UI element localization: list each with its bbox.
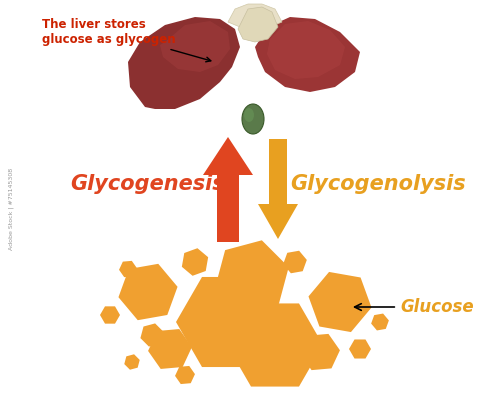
Polygon shape: [308, 272, 372, 332]
Polygon shape: [371, 314, 389, 330]
Polygon shape: [283, 251, 307, 273]
Polygon shape: [119, 261, 137, 277]
Polygon shape: [227, 304, 323, 387]
Text: Glucose: Glucose: [354, 298, 474, 316]
Text: Glycogenesis: Glycogenesis: [70, 174, 226, 194]
Polygon shape: [118, 264, 178, 320]
Polygon shape: [238, 7, 278, 42]
Polygon shape: [182, 248, 208, 276]
Polygon shape: [124, 354, 140, 370]
Ellipse shape: [242, 104, 264, 134]
Polygon shape: [140, 324, 164, 347]
Polygon shape: [148, 329, 192, 369]
Polygon shape: [128, 17, 240, 109]
Polygon shape: [267, 21, 345, 79]
Text: The liver stores
glucose as glycogen: The liver stores glucose as glycogen: [42, 18, 211, 62]
Polygon shape: [216, 240, 288, 314]
Text: Adobe Stock | #75145308: Adobe Stock | #75145308: [8, 168, 14, 250]
FancyArrow shape: [258, 139, 298, 239]
Polygon shape: [349, 339, 371, 359]
Polygon shape: [176, 277, 280, 367]
Polygon shape: [228, 4, 282, 29]
Text: Glycogenolysis: Glycogenolysis: [290, 174, 466, 194]
Polygon shape: [255, 17, 360, 92]
Polygon shape: [100, 306, 120, 324]
Ellipse shape: [244, 108, 254, 122]
Polygon shape: [300, 334, 340, 370]
Polygon shape: [175, 366, 195, 384]
FancyArrow shape: [203, 137, 253, 242]
Polygon shape: [160, 21, 230, 72]
